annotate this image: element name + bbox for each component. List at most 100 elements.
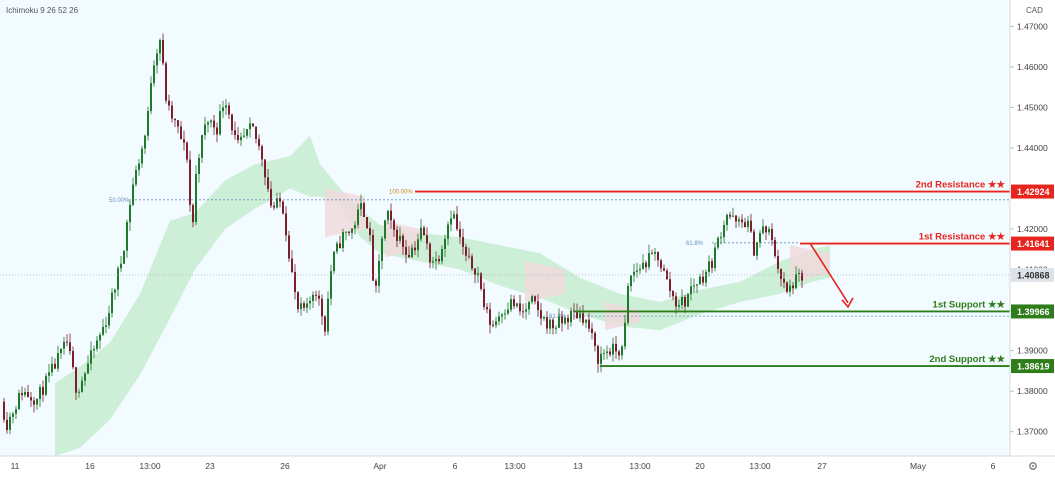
- x-tick-label: 23: [205, 461, 215, 471]
- candle-body: [213, 120, 215, 128]
- candle-body: [603, 353, 605, 355]
- candle-body: [165, 63, 167, 101]
- candle-body: [657, 251, 659, 261]
- candle-body: [315, 294, 317, 296]
- candle-body: [84, 373, 86, 381]
- candle-body: [249, 123, 251, 130]
- candle-body: [582, 313, 584, 323]
- candle-body: [27, 391, 29, 398]
- candle-body: [777, 256, 779, 269]
- candle-body: [99, 334, 101, 341]
- candle-body: [573, 310, 575, 312]
- candle-body: [576, 311, 578, 319]
- candle-body: [360, 203, 362, 210]
- x-tick-label: 16: [85, 461, 95, 471]
- x-tick-label: May: [910, 461, 927, 471]
- candle-body: [780, 268, 782, 279]
- candle-body: [372, 235, 374, 281]
- candle-body: [192, 205, 194, 223]
- level-price-tag: [1011, 304, 1054, 319]
- candle-body: [354, 224, 356, 229]
- settings-gear-icon[interactable]: [1029, 462, 1037, 470]
- candle-body: [771, 228, 773, 241]
- candle-body: [126, 222, 128, 251]
- price-axis[interactable]: 1.370001.380001.390001.400001.410001.420…: [0, 21, 1054, 437]
- candle-body: [528, 302, 530, 310]
- candle-body: [351, 228, 353, 233]
- candle-body: [795, 274, 797, 289]
- candle-body: [285, 213, 287, 236]
- candle-body: [105, 325, 107, 327]
- candle-body: [387, 210, 389, 221]
- candle-body: [660, 260, 662, 269]
- level-name: 2nd Support ★★: [929, 354, 1005, 365]
- candle-body: [522, 311, 524, 313]
- candle-body: [117, 268, 119, 290]
- candle-body: [159, 40, 161, 54]
- x-tick-label: 13:00: [749, 461, 771, 471]
- candle-body: [90, 350, 92, 364]
- candle-body: [612, 343, 614, 355]
- candle-body: [45, 375, 47, 395]
- candle-body: [441, 248, 443, 262]
- candle-body: [75, 367, 77, 393]
- candle-body: [237, 135, 239, 141]
- candle-body: [747, 220, 749, 228]
- candle-body: [459, 229, 461, 238]
- y-tick-label: 1.39000: [1017, 346, 1048, 356]
- candle-body: [66, 341, 68, 343]
- arrow-head: [841, 297, 854, 309]
- candle-body: [255, 126, 257, 139]
- candle-body: [618, 351, 620, 356]
- candle-body: [570, 310, 572, 323]
- candle-body: [396, 229, 398, 241]
- candle-body: [150, 83, 152, 112]
- candle-body: [432, 261, 434, 263]
- candle-body: [189, 159, 191, 206]
- candle-body: [489, 309, 491, 325]
- fib-label: 100.00%: [389, 190, 413, 196]
- candle-body: [342, 232, 344, 249]
- candle-body: [651, 253, 653, 255]
- candle-body: [711, 261, 713, 268]
- time-axis[interactable]: 11 16 13:00 23 26 Apr 6 13:00 13 13:00 20 13:00 27 Ma…: [11, 461, 996, 471]
- candle-body: [39, 387, 41, 399]
- current-price-label: 1.40868: [1017, 270, 1050, 280]
- candle-body: [717, 237, 719, 248]
- fib-label: 61.8%: [549, 314, 567, 320]
- candle-body: [270, 189, 272, 206]
- candle-body: [675, 296, 677, 307]
- candle-body: [96, 340, 98, 349]
- level-price-tag: [1011, 359, 1054, 374]
- candle-body: [345, 231, 347, 233]
- candle-body: [333, 251, 335, 272]
- candle-body: [531, 296, 533, 303]
- candle-body: [171, 105, 173, 119]
- candle-body: [642, 262, 644, 270]
- candle-body: [120, 263, 122, 269]
- candle-body: [426, 235, 428, 244]
- candle-body: [621, 346, 623, 356]
- x-tick-label: 13:00: [504, 461, 526, 471]
- candle-body: [72, 351, 74, 368]
- candle-body: [591, 328, 593, 334]
- candle-body: [30, 397, 32, 401]
- candle-body: [753, 231, 755, 256]
- candle-body: [786, 282, 788, 292]
- candle-body: [57, 353, 59, 369]
- candle-body: [501, 314, 503, 317]
- candle-body: [702, 276, 704, 283]
- current-price-tag: [1011, 267, 1054, 282]
- candle-body: [543, 317, 545, 319]
- y-tick-label: 1.37000: [1017, 427, 1048, 437]
- candle-body: [540, 310, 542, 319]
- candle-body: [507, 309, 509, 314]
- x-tick-label: 6: [991, 461, 996, 471]
- candle-body: [504, 313, 506, 315]
- candle-body: [303, 303, 305, 308]
- candle-body: [453, 214, 455, 219]
- candle-body: [450, 218, 452, 225]
- candle-body: [279, 198, 281, 202]
